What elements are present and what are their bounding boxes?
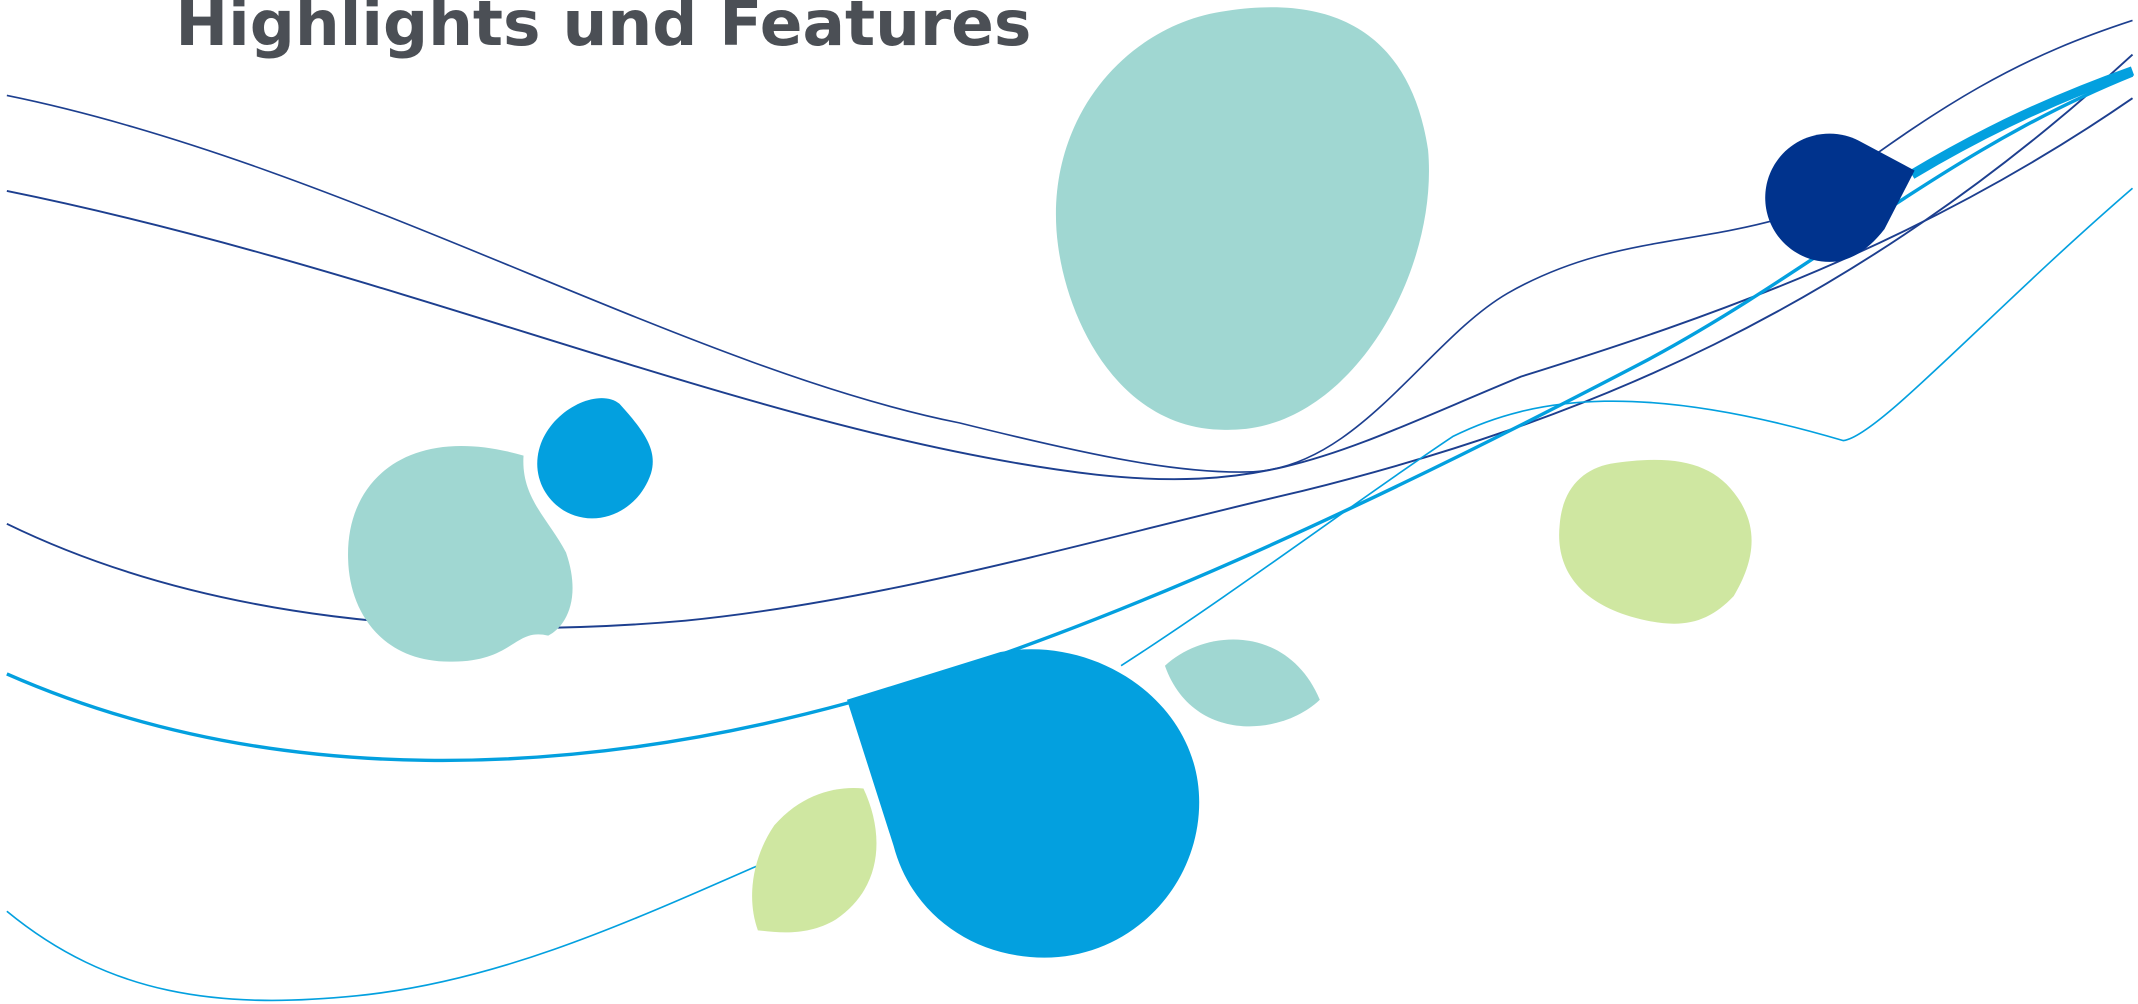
leaf [1165, 639, 1320, 726]
blob [1559, 460, 1751, 624]
blob [348, 446, 573, 662]
drop [537, 398, 653, 518]
curve [7, 95, 1782, 472]
page: Highlights und Features (() => { const d… [0, 0, 2138, 1004]
title: Highlights und Features [175, 0, 1031, 60]
drop [847, 649, 1199, 957]
curve [7, 866, 757, 1000]
curve [1912, 71, 2133, 175]
blob [1056, 7, 1429, 430]
illustration: Highlights und Features [0, 0, 2138, 1004]
leaf [752, 788, 876, 932]
